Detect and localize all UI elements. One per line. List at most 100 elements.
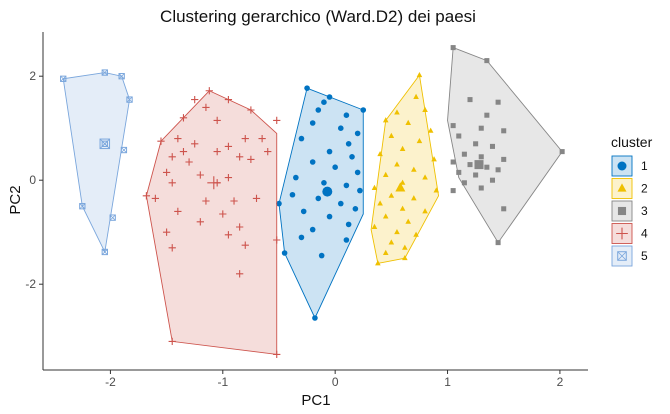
cluster-4-point (247, 155, 255, 164)
cluster-5-hull (62, 72, 130, 254)
cluster-5-point (126, 96, 133, 103)
cluster-2-point (399, 179, 406, 185)
cluster-4-point (236, 153, 244, 161)
cluster-4-point (196, 171, 204, 179)
cluster-5-point (118, 73, 125, 80)
cluster-1-point (298, 135, 305, 142)
cluster-4-hull (145, 90, 278, 355)
cluster-2-point (422, 208, 428, 214)
cluster-4-point (151, 194, 160, 203)
legend-item-1: 1 (611, 155, 648, 177)
cluster-2-point (431, 156, 437, 162)
cluster-1-point (360, 107, 367, 113)
cluster-4-point (224, 231, 233, 239)
cluster-3-point (484, 164, 490, 170)
cluster-4-point (162, 228, 171, 236)
cluster-1-point (315, 107, 322, 113)
cluster-3-point (478, 154, 484, 160)
cluster-1-point (321, 180, 327, 186)
cluster-3-point (495, 240, 501, 246)
y-axis-title: PC2 (7, 185, 24, 214)
x-axis-title: PC1 (301, 392, 330, 409)
cluster-2-point (427, 127, 434, 133)
cluster-4-point (174, 207, 182, 216)
legend-marker-5 (617, 251, 627, 261)
cluster-4-point (168, 153, 176, 161)
cluster-4-point (264, 147, 272, 156)
cluster-1-point (304, 85, 310, 91)
cluster-1-centroid (322, 186, 333, 197)
x-tick-label: -2 (105, 375, 116, 389)
cluster-3-point (489, 177, 496, 183)
cluster-1-point (343, 112, 350, 118)
cluster-1-point (326, 213, 333, 220)
cluster-3-point (461, 151, 467, 157)
cluster-4-point (179, 114, 188, 122)
cluster-3-point (501, 128, 507, 134)
cluster-3-point (450, 188, 456, 194)
cluster-2-point (382, 117, 389, 123)
cluster-1-point (354, 130, 361, 137)
legend-label-3: 3 (641, 204, 648, 218)
cluster-2-centroid (395, 182, 406, 192)
legend-item-2: 2 (611, 178, 648, 199)
cluster-2-point (399, 145, 406, 151)
cluster-2-point (382, 249, 389, 255)
legend-title: cluster (611, 134, 653, 150)
y-tick-label: 0 (29, 173, 36, 187)
legend-label-4: 4 (641, 227, 648, 241)
cluster-2-point (377, 150, 383, 157)
cluster-4-point (191, 95, 199, 104)
cluster-2-point (371, 184, 378, 190)
cluster-2-point (416, 137, 423, 144)
cluster-5-point (60, 75, 67, 82)
cluster-2-point (411, 166, 417, 172)
legend-label-2: 2 (641, 182, 648, 196)
cluster-1-point (326, 148, 333, 155)
cluster-3-point (484, 58, 490, 64)
axes: -2 -1 0 1 2 -2 0 2 (25, 32, 588, 389)
cluster-4-point (213, 116, 221, 125)
legend-item-4: 4 (611, 223, 648, 244)
x-tick-label: 0 (332, 375, 339, 389)
legend-marker-4 (616, 227, 628, 240)
cluster-4-point (241, 134, 249, 143)
cluster-3-point (495, 167, 501, 173)
cluster-3-point (501, 156, 507, 162)
x-tick-label: 1 (444, 375, 451, 389)
cluster-2-hull (370, 74, 440, 264)
cluster-4-point (205, 87, 213, 95)
cluster-1-point (343, 237, 350, 243)
cluster-3-point (559, 149, 565, 155)
legend-item-5: 5 (611, 245, 648, 267)
cluster-1-point (345, 221, 352, 228)
cluster-2-point (422, 174, 428, 180)
y-tick-label: -2 (25, 277, 36, 291)
cluster-4-point (162, 168, 171, 177)
legend-marker-1 (617, 161, 627, 171)
cluster-1-point (300, 208, 307, 215)
cluster-3-point (478, 185, 484, 191)
cluster-1-point (337, 125, 344, 131)
cluster-2-point (388, 239, 395, 245)
cluster-1-point (298, 234, 305, 241)
cluster-4-point (168, 179, 176, 187)
cluster-2-point (371, 223, 378, 229)
cluster-4-point (230, 197, 238, 205)
cluster-3-point (450, 123, 456, 129)
cluster-1-point (276, 200, 282, 207)
legend-label-5: 5 (641, 249, 648, 263)
cluster-4-point (202, 103, 210, 112)
cluster-2-point (402, 244, 408, 250)
cluster-3-point (461, 180, 467, 186)
cluster-2-point (388, 192, 395, 198)
cluster-1-point (332, 164, 338, 170)
cluster-4-point (196, 218, 204, 226)
cluster-5-point (120, 146, 128, 154)
cluster-3-point (467, 162, 473, 168)
cluster-2-point (377, 200, 383, 206)
legend-item-3: 3 (611, 200, 648, 222)
cluster-1-point (357, 187, 363, 194)
cluster-4-point (185, 158, 193, 166)
